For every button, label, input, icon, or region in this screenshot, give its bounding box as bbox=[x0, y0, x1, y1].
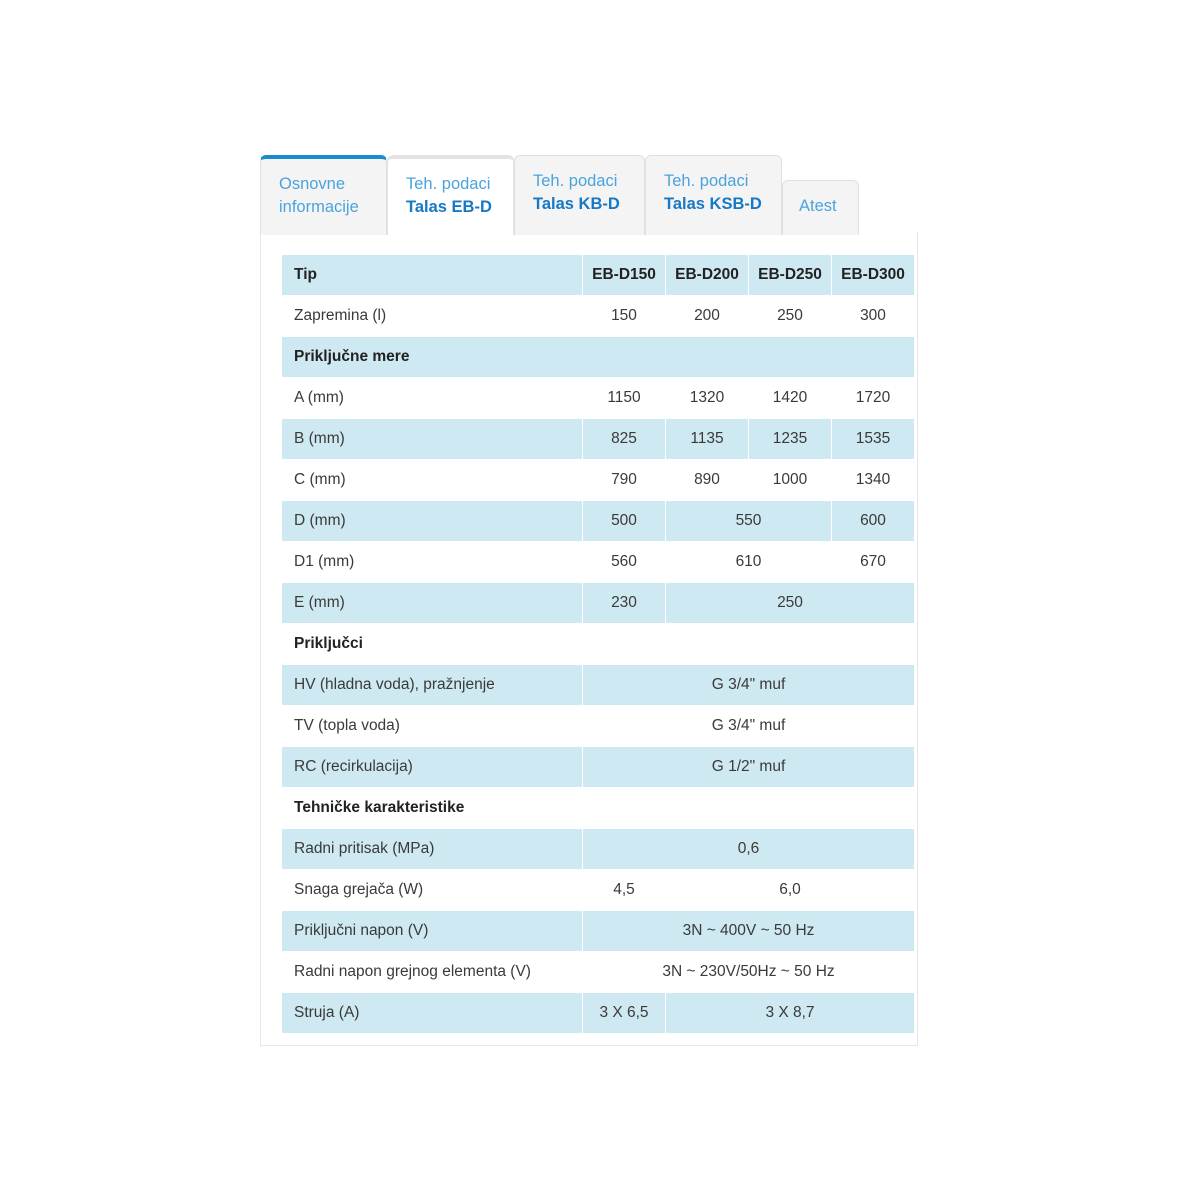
table-cell: 250 bbox=[665, 582, 915, 624]
table-row-label: Radni pritisak (MPa) bbox=[281, 828, 583, 870]
table-cell: 4,5 bbox=[582, 869, 666, 911]
table-column-header: EB-D200 bbox=[665, 254, 749, 296]
table-row: Priključni napon (V) 3N ~ 400V ~ 50 Hz bbox=[281, 910, 915, 952]
table-row-label: A (mm) bbox=[281, 377, 583, 419]
table-row: Radni pritisak (MPa) 0,6 bbox=[281, 828, 915, 870]
table-row: Snaga grejača (W) 4,5 6,0 bbox=[281, 869, 915, 911]
table-row-label: C (mm) bbox=[281, 459, 583, 501]
tab-label-line1: Teh. podaci bbox=[533, 172, 618, 190]
table-cell: 1720 bbox=[831, 377, 915, 419]
table-row: D1 (mm) 560 610 670 bbox=[281, 541, 915, 583]
table-column-header: EB-D250 bbox=[748, 254, 832, 296]
table-cell: 1420 bbox=[748, 377, 832, 419]
tab-label-line2: informacije bbox=[279, 197, 359, 216]
tab-osnovne-informacije[interactable]: Osnovne informacije bbox=[260, 155, 387, 235]
table-cell: 1000 bbox=[748, 459, 832, 501]
table-row: Struja (A) 3 X 6,5 3 X 8,7 bbox=[281, 992, 915, 1034]
table-cell: 1235 bbox=[748, 418, 832, 460]
table-section-row: Priključci bbox=[281, 623, 915, 665]
table-section-label: Priključci bbox=[281, 623, 915, 665]
table-cell: 6,0 bbox=[665, 869, 915, 911]
table-cell: 1135 bbox=[665, 418, 749, 460]
table-row-label: Zapremina (l) bbox=[281, 295, 583, 337]
table-row: HV (hladna voda), pražnjenje G 3/4" muf bbox=[281, 664, 915, 706]
tab-content-panel: Tip EB-D150 EB-D200 EB-D250 EB-D300 Zapremina… bbox=[260, 232, 918, 1046]
tab-label-line2: Talas EB-D bbox=[406, 197, 492, 216]
table-cell: 550 bbox=[665, 500, 832, 542]
table-column-header: EB-D300 bbox=[831, 254, 915, 296]
table-cell: G 3/4" muf bbox=[582, 705, 915, 747]
table-row: A (mm) 1150 1320 1420 1720 bbox=[281, 377, 915, 419]
table-row-label: Snaga grejača (W) bbox=[281, 869, 583, 911]
active-tab-seam bbox=[128, 231, 253, 235]
table-row-label: D (mm) bbox=[281, 500, 583, 542]
table-cell: 3N ~ 230V/50Hz ~ 50 Hz bbox=[582, 951, 915, 993]
table-cell: 1535 bbox=[831, 418, 915, 460]
table-cell: 250 bbox=[748, 295, 832, 337]
tab-label-line2: Talas KB-D bbox=[533, 194, 620, 213]
table-cell: 3N ~ 400V ~ 50 Hz bbox=[582, 910, 915, 952]
table-cell: 500 bbox=[582, 500, 666, 542]
table-section-label: Priključne mere bbox=[281, 336, 915, 378]
table-cell: 1340 bbox=[831, 459, 915, 501]
table-row-label: Radni napon grejnog elementa (V) bbox=[281, 951, 583, 993]
table-section-row: Tehničke karakteristike bbox=[281, 787, 915, 829]
table-row: Zapremina (l) 150 200 250 300 bbox=[281, 295, 915, 337]
table-header-label: Tip bbox=[281, 254, 583, 296]
table-column-header: EB-D150 bbox=[582, 254, 666, 296]
table-cell: 825 bbox=[582, 418, 666, 460]
specifications-table: Tip EB-D150 EB-D200 EB-D250 EB-D300 Zapremina… bbox=[281, 254, 915, 1034]
tab-label-line1: Osnovne bbox=[279, 175, 346, 193]
table-row: TV (topla voda) G 3/4" muf bbox=[281, 705, 915, 747]
table-cell: 1320 bbox=[665, 377, 749, 419]
table-cell: G 3/4" muf bbox=[582, 664, 915, 706]
table-row: Radni napon grejnog elementa (V) 3N ~ 230… bbox=[281, 951, 915, 993]
table-cell: 600 bbox=[831, 500, 915, 542]
tab-atest[interactable]: Atest bbox=[782, 180, 859, 235]
table-row-label: HV (hladna voda), pražnjenje bbox=[281, 664, 583, 706]
table-cell: 560 bbox=[582, 541, 666, 583]
table-cell: 300 bbox=[831, 295, 915, 337]
table-row-label: Priključni napon (V) bbox=[281, 910, 583, 952]
table-row: B (mm) 825 1135 1235 1535 bbox=[281, 418, 915, 460]
table-section-row: Priključne mere bbox=[281, 336, 915, 378]
table-cell: 3 X 8,7 bbox=[665, 992, 915, 1034]
table-header-row: Tip EB-D150 EB-D200 EB-D250 EB-D300 bbox=[281, 254, 915, 296]
table-cell: 200 bbox=[665, 295, 749, 337]
table-cell: 150 bbox=[582, 295, 666, 337]
table-row-label: E (mm) bbox=[281, 582, 583, 624]
table-cell: 670 bbox=[831, 541, 915, 583]
tab-teh-podaci-talas-kb-d[interactable]: Teh. podaci Talas KB-D bbox=[514, 155, 645, 235]
table-row-label: Struja (A) bbox=[281, 992, 583, 1034]
tab-bar: Osnovne informacije Teh. podaci Talas EB… bbox=[260, 155, 920, 235]
tab-label-line1: Teh. podaci bbox=[664, 172, 749, 190]
table-row: D (mm) 500 550 600 bbox=[281, 500, 915, 542]
tab-teh-podaci-talas-ksb-d[interactable]: Teh. podaci Talas KSB-D bbox=[645, 155, 782, 235]
table-cell: 1150 bbox=[582, 377, 666, 419]
table-cell: 610 bbox=[665, 541, 832, 583]
table-section-label: Tehničke karakteristike bbox=[281, 787, 915, 829]
table-cell: 0,6 bbox=[582, 828, 915, 870]
tab-teh-podaci-talas-eb-d[interactable]: Teh. podaci Talas EB-D bbox=[387, 155, 514, 235]
tab-label-line2: Talas KSB-D bbox=[664, 194, 762, 213]
tab-label-line1: Teh. podaci bbox=[406, 175, 491, 193]
table-body: Tip EB-D150 EB-D200 EB-D250 EB-D300 Zapremina… bbox=[281, 254, 915, 1034]
table-cell: 790 bbox=[582, 459, 666, 501]
table-cell: 230 bbox=[582, 582, 666, 624]
table-cell: 890 bbox=[665, 459, 749, 501]
table-row-label: RC (recirkulacija) bbox=[281, 746, 583, 788]
table-row: RC (recirkulacija) G 1/2" muf bbox=[281, 746, 915, 788]
table-cell: G 1/2" muf bbox=[582, 746, 915, 788]
table-row-label: B (mm) bbox=[281, 418, 583, 460]
table-row-label: TV (topla voda) bbox=[281, 705, 583, 747]
table-cell: 3 X 6,5 bbox=[582, 992, 666, 1034]
tab-label-line1: Atest bbox=[799, 197, 837, 215]
table-row: E (mm) 230 250 bbox=[281, 582, 915, 624]
table-row-label: D1 (mm) bbox=[281, 541, 583, 583]
table-row: C (mm) 790 890 1000 1340 bbox=[281, 459, 915, 501]
